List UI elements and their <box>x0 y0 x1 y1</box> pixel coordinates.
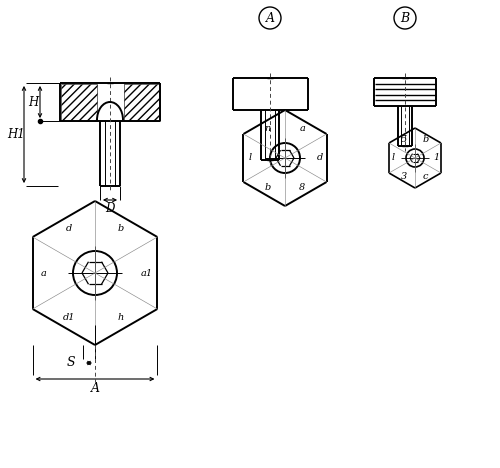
Text: h: h <box>118 314 124 322</box>
Text: 5: 5 <box>401 135 407 144</box>
Text: 1: 1 <box>434 154 440 162</box>
Text: A: A <box>90 381 100 395</box>
Text: H1: H1 <box>7 128 25 141</box>
Text: d1: d1 <box>63 314 76 322</box>
Text: A: A <box>266 12 274 24</box>
Text: a: a <box>40 269 46 278</box>
Text: b: b <box>118 224 124 233</box>
Text: l: l <box>392 154 395 162</box>
Text: a1: a1 <box>141 269 153 278</box>
Bar <box>60 83 96 120</box>
Text: l: l <box>249 154 252 162</box>
Text: b: b <box>422 135 429 144</box>
Text: 8: 8 <box>299 183 306 192</box>
Text: B: B <box>400 12 409 24</box>
Text: c: c <box>423 172 428 181</box>
Text: D: D <box>106 203 114 215</box>
Text: n: n <box>264 124 271 132</box>
Text: a: a <box>300 124 305 132</box>
Bar <box>124 83 160 120</box>
Text: H: H <box>28 95 38 109</box>
Text: 3: 3 <box>401 172 407 181</box>
Text: d: d <box>66 224 72 233</box>
Text: S: S <box>66 357 76 370</box>
Text: d: d <box>316 154 322 162</box>
Text: b: b <box>264 183 271 192</box>
